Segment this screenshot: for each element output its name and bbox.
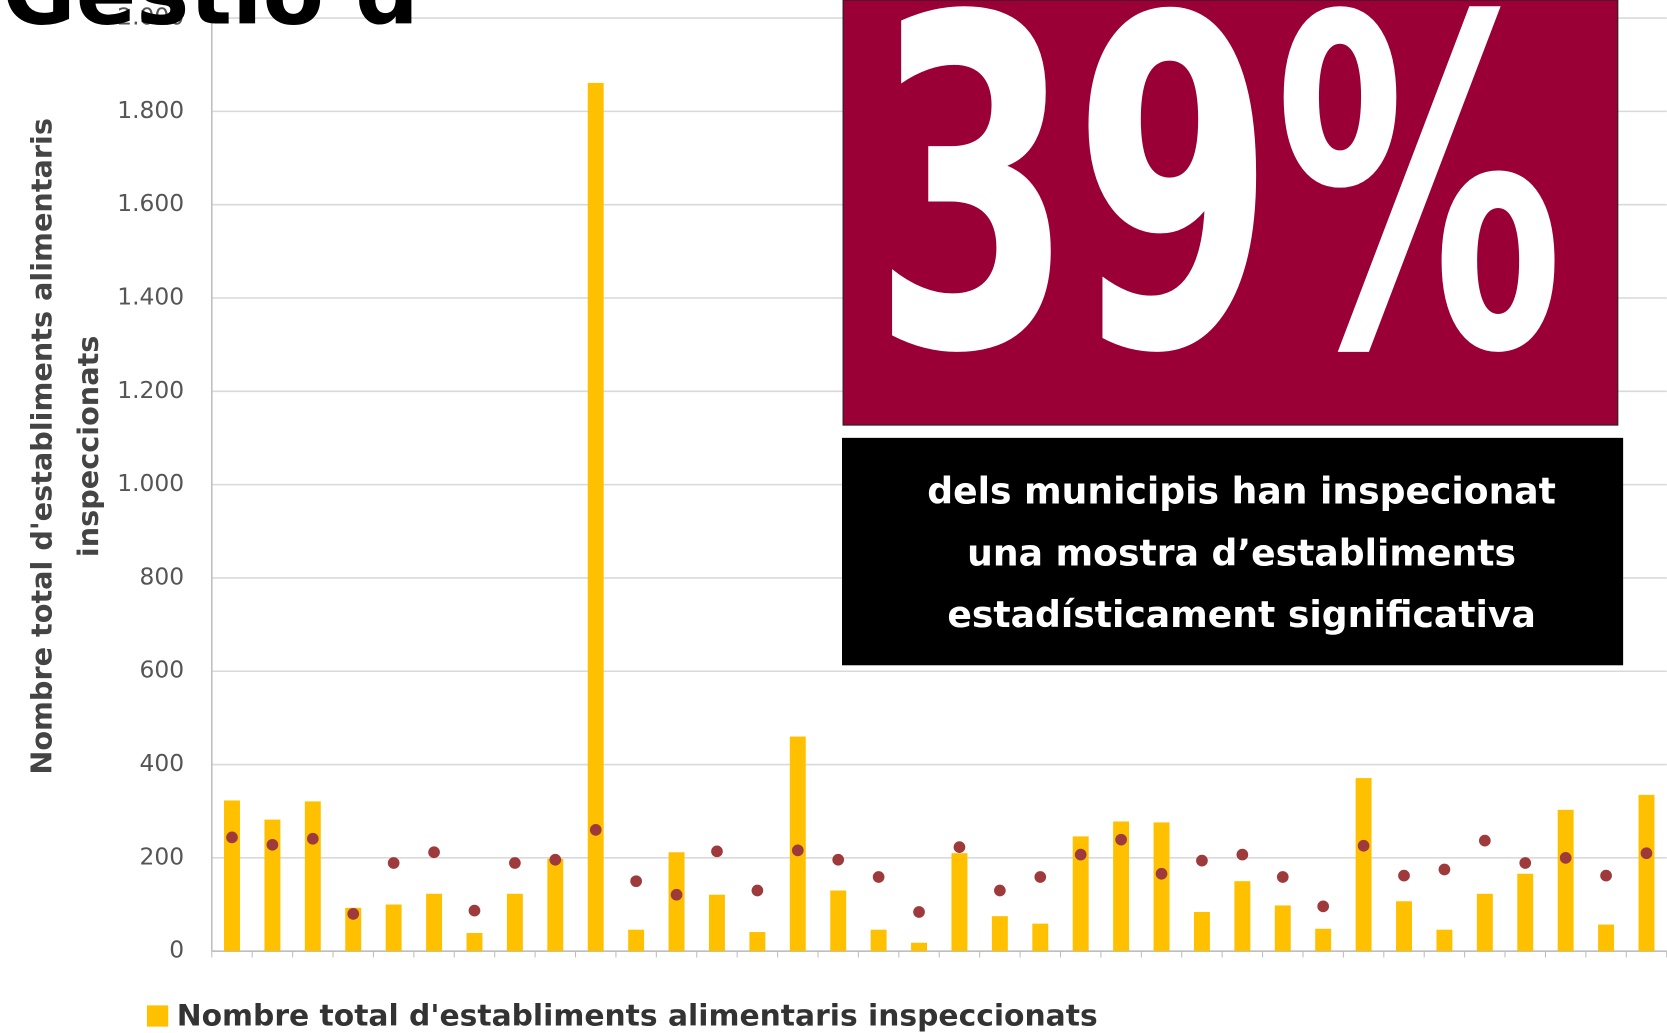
dot	[428, 846, 440, 859]
highlight-value: 39%	[873, 0, 1564, 453]
y-tick-label: 2.000	[117, 3, 184, 31]
bar	[1638, 794, 1655, 952]
bar	[991, 916, 1008, 952]
bar	[587, 82, 604, 952]
y-tick-label: 1.000	[117, 469, 184, 497]
bar	[385, 904, 402, 952]
dot	[347, 907, 360, 920]
y-tick-label: 1.800	[117, 96, 184, 124]
bar	[1517, 873, 1534, 952]
dot	[509, 857, 521, 869]
dot	[1438, 863, 1451, 876]
dot	[1317, 900, 1330, 913]
bar	[1234, 881, 1251, 952]
y-tick-label: 1.600	[117, 189, 184, 217]
bar	[506, 893, 523, 952]
bar	[1557, 809, 1574, 952]
y-tick-label: 1.200	[117, 376, 184, 404]
dot	[226, 831, 238, 844]
y-tick-label: 400	[140, 749, 185, 777]
bar	[1032, 923, 1049, 952]
bar	[1436, 929, 1453, 952]
bar	[1315, 928, 1332, 952]
dot	[1236, 848, 1249, 861]
bar	[345, 907, 362, 952]
dot	[468, 904, 481, 917]
bar	[749, 932, 766, 952]
dot	[913, 906, 925, 918]
dot	[549, 853, 562, 866]
bar	[870, 929, 887, 952]
dot	[1478, 834, 1491, 847]
caption-line: una mostra d’establiments	[967, 531, 1516, 574]
dot	[589, 824, 602, 836]
y-tick-label: 600	[140, 656, 185, 684]
bar	[1396, 901, 1412, 952]
dot	[1155, 867, 1168, 880]
dot	[670, 888, 683, 901]
bar	[911, 942, 928, 952]
dot	[306, 832, 319, 845]
dot	[266, 838, 279, 851]
bar	[426, 893, 443, 952]
y-axis-label: inspeccionats	[71, 336, 105, 557]
dot	[1357, 839, 1370, 852]
caption-line: estadísticament significativa	[947, 593, 1536, 636]
dot	[1398, 869, 1410, 882]
caption-box	[842, 437, 1624, 666]
bar	[1193, 911, 1210, 952]
legend-label: Nombre total d'establiments alimentaris …	[177, 999, 1098, 1033]
bar	[1274, 905, 1291, 952]
bar	[1072, 836, 1089, 952]
bar	[1355, 778, 1372, 952]
bar	[1153, 822, 1170, 952]
bar	[466, 932, 483, 952]
dot	[1115, 833, 1127, 846]
bar	[708, 894, 725, 952]
overlay-title: Gestió d	[2, 0, 419, 45]
dot	[872, 871, 885, 883]
legend-swatch	[146, 1005, 169, 1027]
dot	[1559, 852, 1572, 864]
bar	[628, 929, 645, 952]
y-axis-label: Nombre total d'establiments alimentaris	[24, 118, 58, 775]
dot	[1600, 869, 1612, 882]
caption-line: dels municipis han inspecionat	[927, 470, 1556, 513]
bar	[304, 801, 321, 952]
dot	[1034, 871, 1047, 883]
y-tick-label: 800	[140, 562, 185, 590]
bar	[1598, 924, 1615, 952]
dot	[711, 845, 723, 858]
dot	[832, 853, 845, 866]
highlight-box	[842, 0, 1619, 426]
y-tick-label: 200	[140, 842, 185, 870]
bar	[789, 736, 806, 952]
dot	[1640, 847, 1653, 860]
bar	[224, 800, 240, 952]
dot	[791, 844, 804, 857]
dot	[1074, 848, 1087, 861]
dot	[751, 884, 764, 897]
bar	[1113, 821, 1130, 952]
bar	[264, 819, 281, 952]
bar	[1476, 893, 1493, 952]
bar	[547, 858, 564, 952]
dot	[994, 884, 1006, 897]
y-tick-label: 1.400	[117, 282, 184, 310]
plot-area: 0 200 400 600 800 1.000 1.200 1.400 1.600 1.800 2.…	[117, 3, 1667, 964]
dot	[1519, 857, 1532, 869]
dot	[630, 875, 642, 888]
dot	[1196, 854, 1208, 867]
dot	[953, 841, 966, 853]
bar	[830, 890, 847, 952]
y-tick-label: 0	[169, 936, 184, 964]
dot	[387, 857, 400, 869]
dot	[1276, 871, 1289, 883]
bar	[951, 853, 968, 952]
bar	[668, 852, 685, 952]
